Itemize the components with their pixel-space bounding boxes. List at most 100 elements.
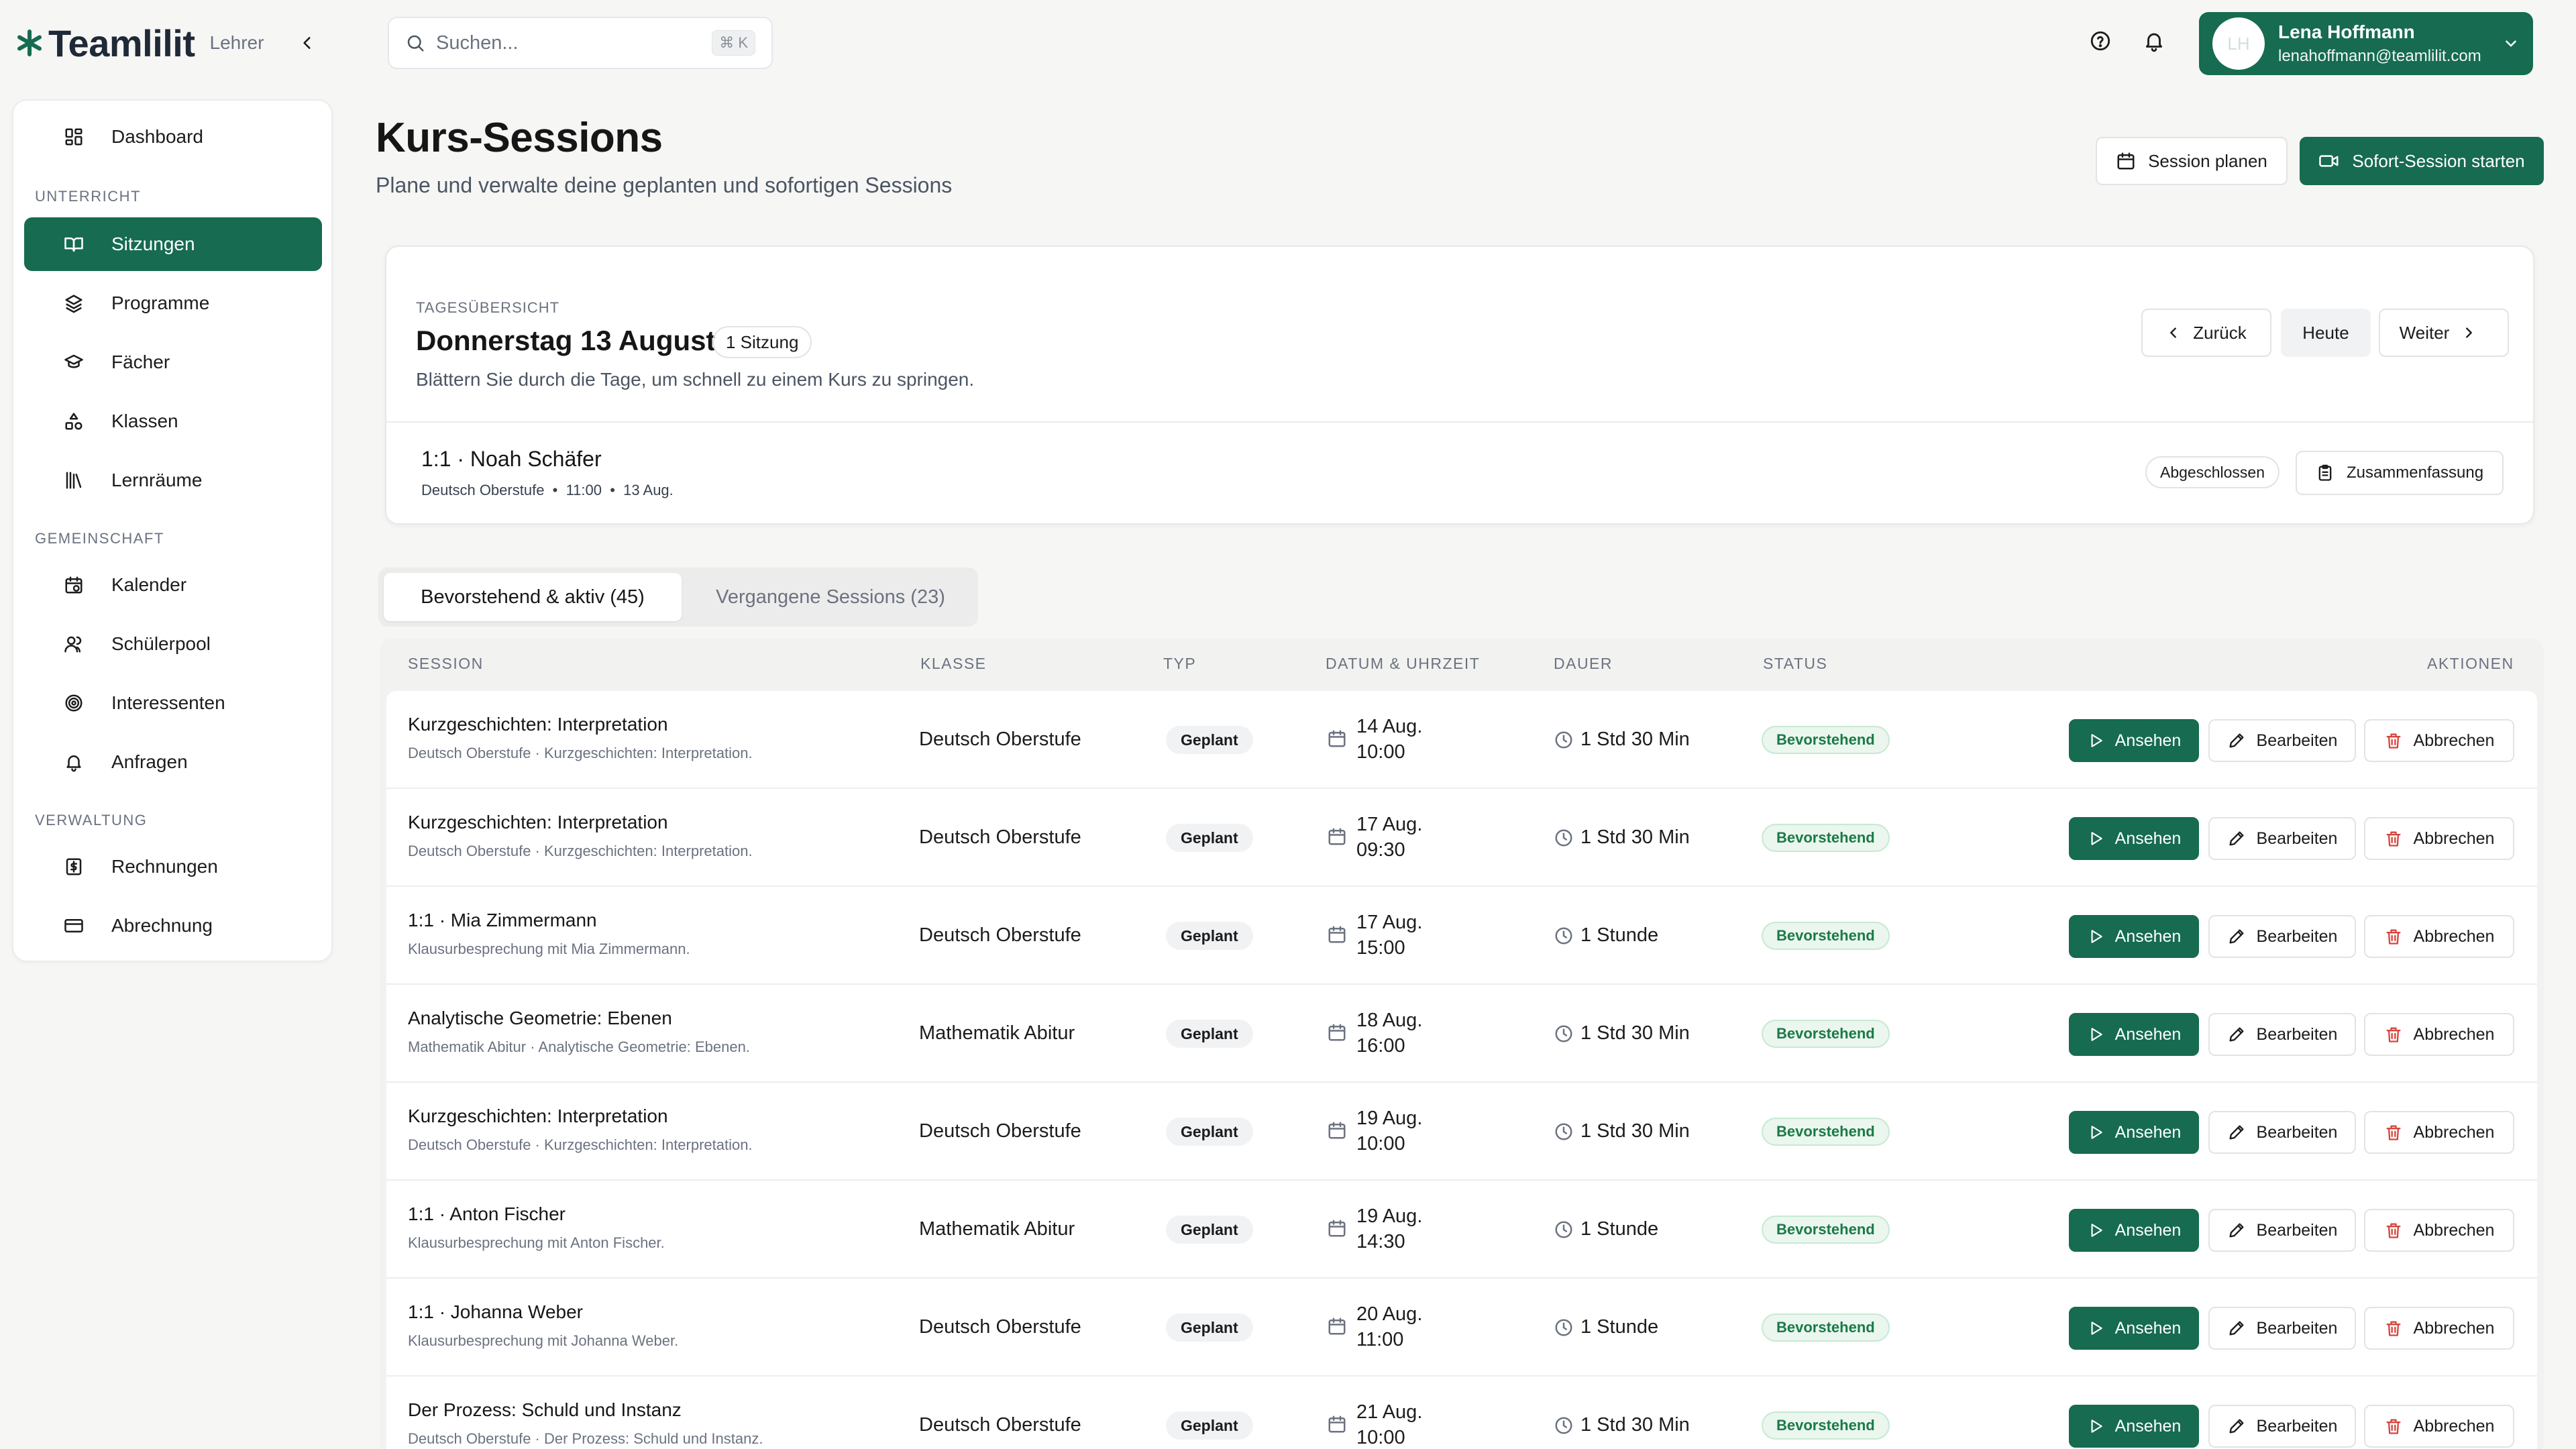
header-class: KLASSE: [920, 655, 987, 672]
view-button[interactable]: Ansehen: [2069, 719, 2199, 762]
status-badge: Bevorstehend: [1762, 824, 1890, 852]
cancel-label: Abbrechen: [2413, 1122, 2495, 1142]
pencil-icon: [2227, 1025, 2246, 1044]
next-day-label: Weiter: [2399, 322, 2450, 343]
edit-button[interactable]: Bearbeiten: [2208, 1013, 2356, 1056]
layers-icon: [62, 291, 86, 315]
sidebar-item-rechnungen[interactable]: Rechnungen: [24, 840, 322, 894]
session-title[interactable]: 1:1 · Anton Fischer: [408, 1203, 566, 1224]
sidebar-item-label: Schülerpool: [111, 633, 211, 654]
play-icon: [2087, 1124, 2104, 1141]
day-session-title[interactable]: 1:1 · Noah Schäfer: [421, 447, 602, 471]
brand[interactable]: Teamlilit Lehrer: [16, 19, 264, 67]
view-button[interactable]: Ansehen: [2069, 1405, 2199, 1448]
session-title[interactable]: Der Prozess: Schuld und Instanz: [408, 1399, 682, 1420]
edit-button[interactable]: Bearbeiten: [2208, 1111, 2356, 1154]
previous-day-button[interactable]: Zurück: [2141, 309, 2271, 357]
cancel-button[interactable]: Abbrechen: [2364, 817, 2514, 860]
session-class: Deutsch Oberstufe: [919, 1120, 1081, 1142]
sidebar-item-kalender[interactable]: Kalender: [24, 558, 322, 612]
sidebar-item-klassen[interactable]: Klassen: [24, 394, 322, 448]
session-title[interactable]: Kurzgeschichten: Interpretation: [408, 812, 668, 833]
tab-past-sessions[interactable]: Vergangene Sessions (23): [716, 586, 945, 608]
search-input[interactable]: Suchen...: [436, 32, 519, 54]
header-type: TYP: [1163, 655, 1197, 672]
sidebar-item-sitzungen[interactable]: Sitzungen: [24, 217, 322, 271]
user-menu[interactable]: LH Lena Hoffmann lenahoffmann@teamlilit.…: [2199, 12, 2533, 75]
edit-label: Bearbeiten: [2256, 926, 2338, 946]
help-icon[interactable]: [2089, 30, 2112, 52]
session-title[interactable]: Kurzgeschichten: Interpretation: [408, 714, 668, 735]
sidebar-item-schuelerpool[interactable]: Schülerpool: [24, 617, 322, 671]
sidebar-item-dashboard[interactable]: Dashboard: [24, 110, 322, 164]
view-button[interactable]: Ansehen: [2069, 1111, 2199, 1154]
target-icon: [62, 691, 86, 715]
top-bar: Teamlilit Lehrer Suchen... ⌘ K LH Lena H…: [0, 0, 2576, 85]
view-button[interactable]: Ansehen: [2069, 817, 2199, 860]
sidebar: Dashboard UNTERRICHT Sitzungen Programme…: [12, 99, 333, 962]
edit-button[interactable]: Bearbeiten: [2208, 915, 2356, 958]
session-title[interactable]: 1:1 · Mia Zimmermann: [408, 910, 597, 930]
session-class: Deutsch Oberstufe: [919, 1316, 1081, 1338]
table-body: Kurzgeschichten: Interpretation Deutsch …: [386, 691, 2537, 1449]
session-class: Mathematik Abitur: [919, 1218, 1075, 1240]
session-date: 19 Aug.: [1356, 1205, 1423, 1227]
clock-icon: [1554, 1024, 1574, 1044]
session-title[interactable]: Analytische Geometrie: Ebenen: [408, 1008, 672, 1028]
start-instant-session-button[interactable]: Sofort-Session starten: [2300, 137, 2544, 185]
plan-session-button[interactable]: Session planen: [2096, 137, 2288, 185]
session-title[interactable]: 1:1 · Johanna Weber: [408, 1301, 583, 1322]
session-type-badge: Geplant: [1166, 1118, 1253, 1146]
edit-button[interactable]: Bearbeiten: [2208, 1307, 2356, 1350]
sidebar-section-verwaltung: VERWALTUNG: [35, 812, 148, 828]
sidebar-item-programme[interactable]: Programme: [24, 276, 322, 330]
view-button[interactable]: Ansehen: [2069, 1013, 2199, 1056]
sessions-table: SESSION KLASSE TYP DATUM & UHRZEIT DAUER…: [380, 639, 2544, 1449]
sidebar-item-faecher[interactable]: Fächer: [24, 335, 322, 389]
edit-button[interactable]: Bearbeiten: [2208, 1405, 2356, 1448]
view-button[interactable]: Ansehen: [2069, 915, 2199, 958]
cancel-button[interactable]: Abbrechen: [2364, 719, 2514, 762]
sidebar-item-abrechnung[interactable]: Abrechnung: [24, 899, 322, 953]
session-class: Deutsch Oberstufe: [919, 729, 1081, 750]
today-button[interactable]: Heute: [2281, 309, 2371, 357]
table-row: Analytische Geometrie: Ebenen Mathematik…: [386, 985, 2537, 1083]
day-hint: Blättern Sie durch die Tage, um schnell …: [416, 369, 975, 390]
sidebar-item-label: Klassen: [111, 411, 178, 431]
edit-button[interactable]: Bearbeiten: [2208, 817, 2356, 860]
cancel-button[interactable]: Abbrechen: [2364, 1405, 2514, 1448]
view-label: Ansehen: [2114, 1024, 2182, 1044]
bell-icon[interactable]: [2143, 30, 2165, 52]
calendar-icon: [1327, 1022, 1347, 1042]
edit-button[interactable]: Bearbeiten: [2208, 719, 2356, 762]
graduation-cap-icon: [62, 350, 86, 374]
calendar-icon: [1327, 729, 1347, 749]
tab-upcoming-active[interactable]: Bevorstehend & aktiv (45): [384, 573, 682, 621]
sidebar-item-interessenten[interactable]: Interessenten: [24, 676, 322, 730]
search-bar[interactable]: Suchen... ⌘ K: [388, 17, 773, 69]
edit-button[interactable]: Bearbeiten: [2208, 1209, 2356, 1252]
calendar-icon: [1327, 1316, 1347, 1336]
trash-icon: [2384, 1221, 2403, 1240]
session-time: 11:00: [1356, 1329, 1404, 1350]
edit-label: Bearbeiten: [2256, 1024, 2338, 1044]
play-icon: [2087, 732, 2104, 749]
sidebar-item-anfragen[interactable]: Anfragen: [24, 735, 322, 789]
cancel-button[interactable]: Abbrechen: [2364, 1013, 2514, 1056]
session-title[interactable]: Kurzgeschichten: Interpretation: [408, 1106, 668, 1126]
view-button[interactable]: Ansehen: [2069, 1209, 2199, 1252]
cancel-button[interactable]: Abbrechen: [2364, 915, 2514, 958]
view-button[interactable]: Ansehen: [2069, 1307, 2199, 1350]
video-icon: [2318, 151, 2340, 171]
collapse-sidebar-chevron-left-icon[interactable]: [294, 30, 321, 56]
pencil-icon: [2227, 829, 2246, 848]
cancel-button[interactable]: Abbrechen: [2364, 1307, 2514, 1350]
start-instant-session-label: Sofort-Session starten: [2352, 150, 2525, 171]
cancel-button[interactable]: Abbrechen: [2364, 1209, 2514, 1252]
cancel-button[interactable]: Abbrechen: [2364, 1111, 2514, 1154]
next-day-button[interactable]: Weiter: [2379, 309, 2509, 357]
summary-button[interactable]: Zusammenfassung: [2296, 451, 2504, 495]
clipboard-icon: [2316, 464, 2334, 482]
session-type-badge: Geplant: [1166, 824, 1253, 852]
sidebar-item-lernraeume[interactable]: Lernräume: [24, 453, 322, 507]
